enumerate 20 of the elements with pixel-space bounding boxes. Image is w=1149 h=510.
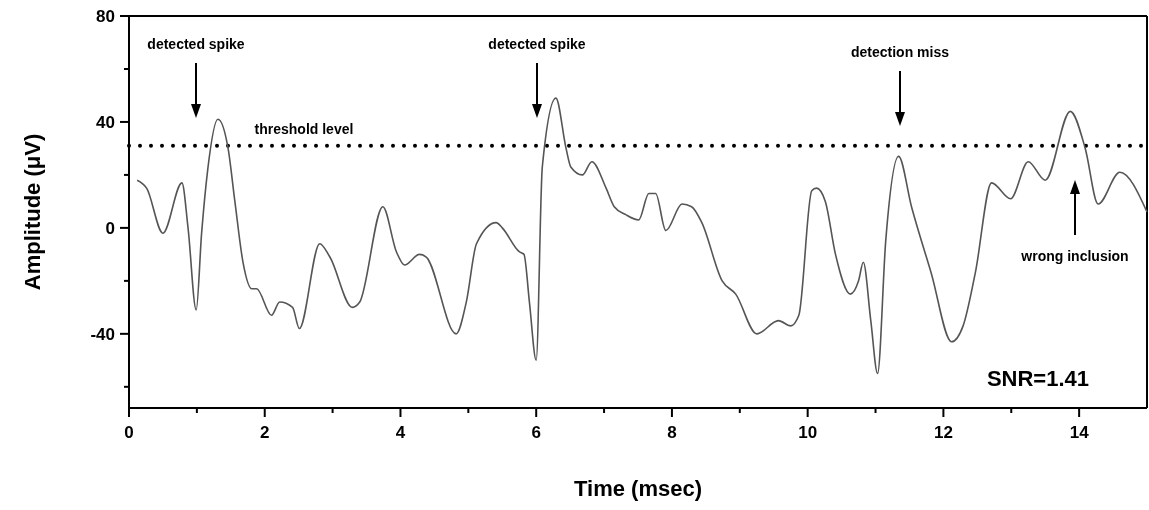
x-axis-title: Time (msec) [574,476,702,501]
y-tick-label: 40 [96,112,115,132]
x-tick-label: 8 [667,423,677,442]
annotation: detected spike [488,36,586,52]
y-tick-label: 0 [105,218,115,238]
annotation: SNR=1.41 [986,366,1089,391]
x-tick-label: 0 [124,423,134,442]
x-tick-label: 10 [798,423,818,442]
y-tick-label: 80 [96,7,115,26]
y-axis-title: Amplitude (μV) [20,133,45,291]
x-tick-label: 14 [1069,423,1090,442]
y-tick-label: -40 [90,324,115,344]
x-tick-label: 4 [395,423,406,442]
x-tick-label: 6 [531,423,541,442]
ref-line-label: threshold level [254,120,354,137]
x-tick-label: 2 [260,423,270,442]
annotation: detected spike [147,36,245,52]
x-tick-label: 12 [933,423,953,442]
annotation: wrong inclusion [1020,248,1129,264]
annotation: detection miss [850,44,950,60]
